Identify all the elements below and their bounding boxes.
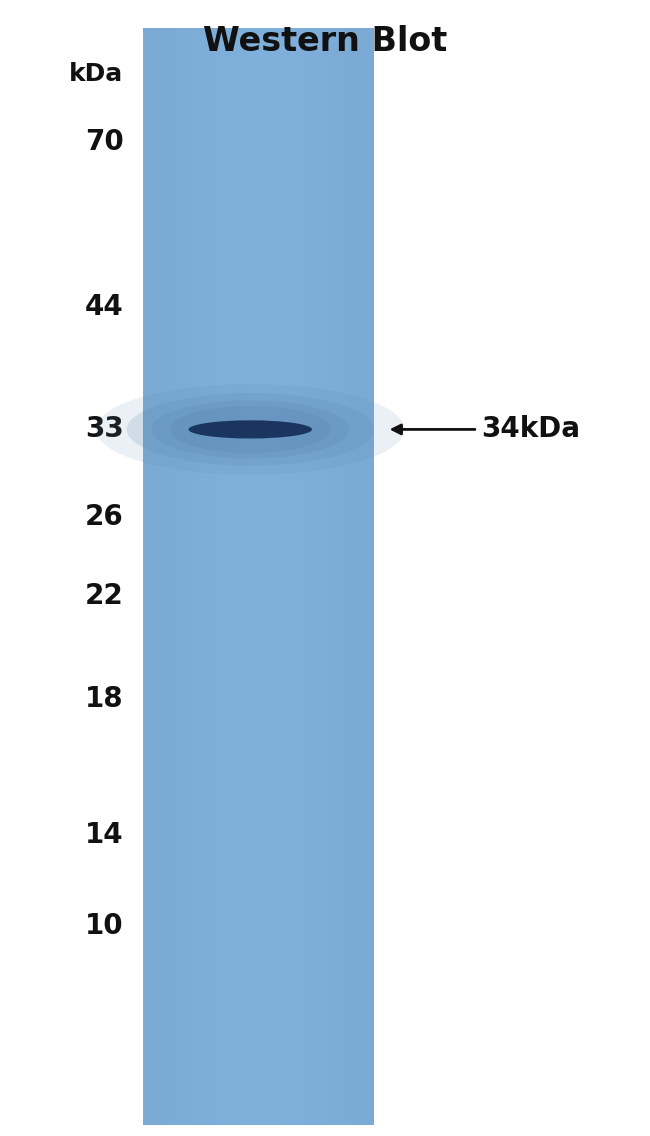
Bar [201,28,204,1125]
Bar [155,28,158,1125]
Bar [362,28,366,1125]
Bar [342,28,346,1125]
Text: 10: 10 [85,912,124,939]
Bar [166,28,170,1125]
Text: 70: 70 [84,128,124,156]
Bar [287,28,291,1125]
Bar [354,28,357,1125]
Text: Western Blot: Western Blot [203,25,447,58]
Bar [143,28,146,1125]
Bar [319,28,322,1125]
Bar [273,28,276,1125]
Bar [209,28,213,1125]
Bar [299,28,302,1125]
Bar [229,28,233,1125]
Text: 22: 22 [84,583,124,610]
Bar [339,28,343,1125]
Bar [333,28,337,1125]
Bar [151,28,155,1125]
Bar [172,28,176,1125]
Bar [313,28,317,1125]
Bar [177,28,181,1125]
Bar [259,28,262,1125]
Bar [143,28,374,1125]
Bar [356,28,360,1125]
Bar [195,28,198,1125]
Bar [183,28,187,1125]
Bar [169,28,172,1125]
Bar [192,28,196,1125]
Bar [241,28,244,1125]
Bar [290,28,294,1125]
Text: 33: 33 [84,416,124,443]
Bar [336,28,340,1125]
Bar [227,28,230,1125]
Bar [203,28,207,1125]
Bar [187,28,190,1125]
Bar [250,28,254,1125]
Bar [270,28,274,1125]
Text: 14: 14 [85,821,124,849]
Bar [365,28,369,1125]
Bar [264,28,268,1125]
Bar [163,28,166,1125]
Bar [235,28,239,1125]
Bar [325,28,328,1125]
Bar [161,28,164,1125]
Bar [293,28,296,1125]
Bar [146,28,150,1125]
Bar [371,28,374,1125]
Bar [233,28,236,1125]
Bar [255,28,259,1125]
Ellipse shape [170,406,330,453]
Bar [215,28,218,1125]
Bar [302,28,306,1125]
Ellipse shape [96,384,404,475]
Bar [351,28,354,1125]
Bar [198,28,202,1125]
Bar [224,28,228,1125]
Bar [189,28,192,1125]
Bar [157,28,161,1125]
Bar [221,28,224,1125]
Bar [212,28,216,1125]
Bar [281,28,285,1125]
Bar [348,28,351,1125]
Bar [316,28,320,1125]
Bar [304,28,308,1125]
Bar [345,28,348,1125]
Bar [247,28,250,1125]
Bar [181,28,184,1125]
Text: kDa: kDa [70,62,124,86]
Ellipse shape [151,400,349,459]
Bar [368,28,372,1125]
Bar [322,28,326,1125]
Text: 18: 18 [85,685,124,712]
Bar [207,28,210,1125]
Text: 26: 26 [84,503,124,531]
Bar [330,28,334,1125]
Text: 34kDa: 34kDa [481,416,580,443]
Bar [328,28,331,1125]
Bar [296,28,300,1125]
Text: 44: 44 [84,293,124,320]
Bar [267,28,270,1125]
Bar [238,28,242,1125]
Bar [307,28,311,1125]
Bar [279,28,282,1125]
Bar [261,28,265,1125]
Bar [284,28,288,1125]
Ellipse shape [127,393,374,466]
Bar [149,28,152,1125]
Bar [276,28,279,1125]
Bar [253,28,256,1125]
Ellipse shape [188,420,312,438]
Bar [175,28,178,1125]
Bar [244,28,248,1125]
Bar [359,28,363,1125]
Bar [310,28,314,1125]
Bar [218,28,222,1125]
